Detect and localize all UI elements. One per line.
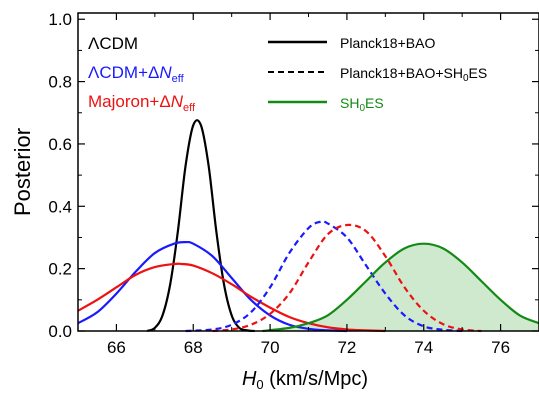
legend-label-planck-bao: Planck18+BAO	[340, 35, 435, 51]
legend-label-planck-bao-shoes: Planck18+BAO+SH0ES	[340, 65, 487, 84]
model-legend-majoron-neff: Majoron+ΔNeff	[88, 92, 196, 114]
x-tick-label: 74	[414, 338, 433, 357]
series-line-cdm-sh0es	[262, 242, 539, 333]
x-tick-label: 76	[491, 338, 510, 357]
dataset-legend: Planck18+BAO Planck18+BAO+SH0ES SH0ES	[268, 35, 487, 114]
y-tick-label: 0.2	[48, 260, 72, 279]
y-axis-label: Posterior	[10, 128, 35, 216]
x-tick-label: 66	[107, 338, 126, 357]
series-line-majoron-neff-planck18-bao-sh0es	[212, 223, 482, 333]
legend-label-shoes: SH0ES	[340, 95, 384, 114]
y-tick-label: 0.0	[48, 322, 72, 341]
series-layer	[77, 119, 539, 333]
y-tick-label: 0.4	[48, 197, 72, 216]
y-tick-label: 0.6	[48, 135, 72, 154]
series-line-cdm-planck18-bao	[146, 119, 255, 333]
series-fill-cdm-sh0es	[262, 243, 539, 331]
model-legend-lcdm: ΛCDM	[88, 34, 138, 53]
x-axis-label-sub: 0	[256, 377, 263, 392]
x-axis-label-symbol: H	[242, 368, 257, 390]
x-ticks: 66 68 70 72 74 76	[77, 13, 539, 357]
y-tick-label: 0.8	[48, 73, 72, 92]
x-axis-label: H0 (km/s/Mpc)	[242, 368, 368, 392]
x-tick-label: 68	[184, 338, 203, 357]
x-tick-label: 72	[337, 338, 356, 357]
model-legend: ΛCDM ΛCDM+ΔNeff Majoron+ΔNeff	[88, 34, 196, 114]
x-tick-label: 70	[261, 338, 280, 357]
series-line-cdm-neff-planck18-bao	[77, 240, 347, 333]
y-tick-label: 1.0	[48, 10, 72, 29]
fill-layer	[262, 243, 539, 331]
y-ticks: 0.0 0.2 0.4 0.6 0.8 1.0	[48, 10, 539, 341]
series-line-majoron-neff-planck18-bao	[77, 262, 386, 333]
x-axis-label-unit: (km/s/Mpc)	[264, 368, 368, 390]
model-legend-lcdm-neff: ΛCDM+ΔNeff	[88, 63, 185, 85]
